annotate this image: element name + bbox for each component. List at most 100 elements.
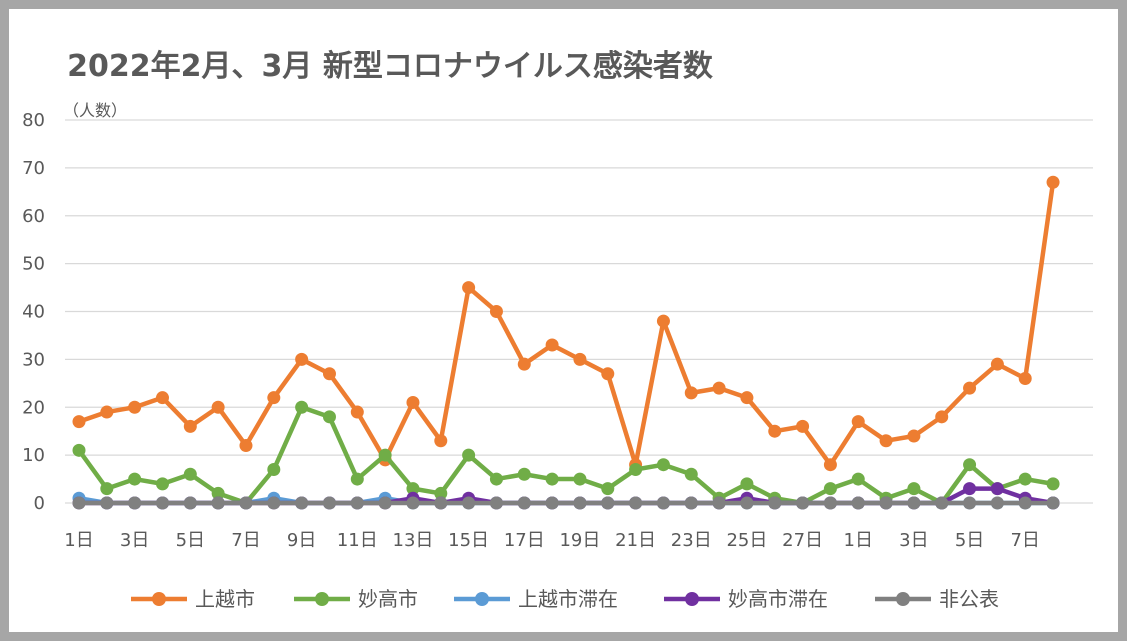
legend-item: 妙高市滞在 <box>664 587 828 611</box>
data-point <box>1046 477 1060 491</box>
data-point <box>796 496 810 510</box>
data-point <box>462 448 476 462</box>
data-point <box>963 381 977 395</box>
x-tick-label: 17日 <box>504 530 545 551</box>
data-point <box>545 338 559 352</box>
data-point <box>100 496 114 510</box>
x-tick-label: 1日 <box>64 530 93 551</box>
y-axis-ticks: 0 10 20 30 40 50 60 70 80 <box>22 110 45 514</box>
data-point <box>155 477 169 491</box>
data-point <box>545 472 559 486</box>
data-point <box>573 472 587 486</box>
data-point <box>768 424 782 438</box>
data-point <box>851 496 865 510</box>
data-point <box>183 467 197 481</box>
legend-label: 非公表 <box>939 587 999 611</box>
data-point <box>267 391 281 405</box>
data-point <box>712 381 726 395</box>
data-point <box>267 496 281 510</box>
data-point <box>656 458 670 472</box>
y-tick-label: 30 <box>22 349 45 370</box>
data-point <box>740 496 754 510</box>
data-point <box>434 496 448 510</box>
data-point <box>629 462 643 476</box>
data-point <box>267 462 281 476</box>
x-tick-label: 23日 <box>671 530 712 551</box>
legend-item: 非公表 <box>875 587 999 611</box>
data-point <box>601 482 615 496</box>
data-point <box>1018 496 1032 510</box>
data-point <box>629 496 643 510</box>
data-point <box>990 496 1004 510</box>
data-point <box>295 496 309 510</box>
data-point <box>1018 472 1032 486</box>
data-point <box>823 458 837 472</box>
data-point <box>907 482 921 496</box>
legend-label: 上越市滞在 <box>518 587 618 611</box>
legend-label: 妙高市 <box>358 587 418 611</box>
data-point <box>100 405 114 419</box>
data-point <box>322 496 336 510</box>
legend-label: 上越市 <box>195 587 255 611</box>
x-tick-label: 19日 <box>559 530 600 551</box>
data-point <box>406 482 420 496</box>
x-tick-label: 5日 <box>176 530 205 551</box>
data-point <box>796 419 810 433</box>
data-point <box>684 496 698 510</box>
data-point <box>322 410 336 424</box>
data-point <box>350 472 364 486</box>
series-lines <box>72 175 1060 510</box>
data-point <box>990 357 1004 371</box>
data-point <box>963 482 977 496</box>
y-tick-label: 0 <box>34 493 45 514</box>
data-point <box>768 496 782 510</box>
x-tick-label: 9日 <box>287 530 316 551</box>
legend-label: 妙高市滞在 <box>728 587 828 611</box>
data-point <box>517 467 531 481</box>
data-point <box>378 448 392 462</box>
legend-marker-swatch <box>315 592 329 606</box>
data-point <box>907 429 921 443</box>
data-point <box>183 419 197 433</box>
data-point <box>907 496 921 510</box>
data-point <box>489 496 503 510</box>
y-axis-unit-label: （人数） <box>63 101 127 120</box>
data-point <box>155 391 169 405</box>
y-tick-label: 50 <box>22 254 45 275</box>
data-point <box>517 496 531 510</box>
data-point <box>935 410 949 424</box>
data-point <box>489 305 503 318</box>
legend-marker-swatch <box>896 592 910 606</box>
x-tick-label: 25日 <box>726 530 767 551</box>
data-point <box>963 496 977 510</box>
data-point <box>1046 175 1060 189</box>
data-point <box>1046 496 1060 510</box>
data-point <box>462 281 476 295</box>
data-point <box>740 477 754 491</box>
data-point <box>545 496 559 510</box>
y-tick-label: 60 <box>22 206 45 227</box>
data-point <box>128 496 142 510</box>
data-point <box>823 482 837 496</box>
y-tick-label: 10 <box>22 445 45 466</box>
data-point <box>322 367 336 381</box>
data-point <box>489 472 503 486</box>
data-point <box>851 472 865 486</box>
data-point <box>434 434 448 448</box>
data-point <box>823 496 837 510</box>
legend-item: 上越市滞在 <box>454 587 618 611</box>
x-tick-label: 7日 <box>1010 530 1039 551</box>
x-tick-label: 11日 <box>337 530 378 551</box>
y-tick-label: 20 <box>22 397 45 418</box>
data-point <box>684 386 698 400</box>
line-chart: 2022年2月、3月 新型コロナウイルス感染者数 （人数） 0 10 20 30 40 5… <box>22 49 1093 611</box>
data-point <box>155 496 169 510</box>
data-point <box>601 367 615 381</box>
x-tick-label: 13日 <box>393 530 434 551</box>
data-point <box>740 391 754 405</box>
data-point <box>100 482 114 496</box>
data-point <box>879 434 893 448</box>
data-point <box>72 496 86 510</box>
x-tick-label: 27日 <box>782 530 823 551</box>
chart-title: 2022年2月、3月 新型コロナウイルス感染者数 <box>67 49 714 84</box>
